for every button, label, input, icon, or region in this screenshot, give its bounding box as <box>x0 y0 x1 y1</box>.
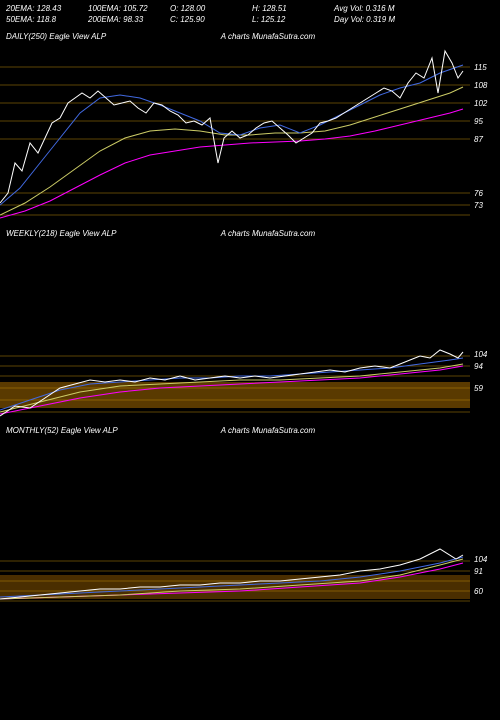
monthly-watermark: A charts MunafaSutra.com <box>221 426 494 435</box>
high: H: 128.51 <box>252 4 330 13</box>
daily-chart: 115 108 102 95 87 76 73 <box>0 43 500 223</box>
svg-text:76: 76 <box>474 189 483 198</box>
monthly-title: MONTHLY(52) Eagle View ALP <box>6 426 221 435</box>
ema100: 100EMA: 105.72 <box>88 4 166 13</box>
svg-text:94: 94 <box>474 362 483 371</box>
monthly-chart: 104 91 60 <box>0 437 500 617</box>
weekly-watermark: A charts MunafaSutra.com <box>221 229 494 238</box>
svg-text:95: 95 <box>474 117 483 126</box>
svg-text:87: 87 <box>474 135 483 144</box>
svg-text:73: 73 <box>474 201 483 210</box>
svg-text:104: 104 <box>474 350 488 359</box>
svg-text:59: 59 <box>474 384 483 393</box>
ema20: 20EMA: 128.43 <box>6 4 84 13</box>
weekly-title: WEEKLY(218) Eagle View ALP <box>6 229 221 238</box>
svg-text:102: 102 <box>474 99 488 108</box>
weekly-chart: 104 94 59 <box>0 240 500 420</box>
daily-title: DAILY(250) Eagle View ALP <box>6 32 221 41</box>
monthly-title-row: MONTHLY(52) Eagle View ALP A charts Muna… <box>0 420 500 437</box>
close: C: 125.90 <box>170 15 248 24</box>
svg-text:60: 60 <box>474 587 483 596</box>
daily-watermark: A charts MunafaSutra.com <box>221 32 494 41</box>
daily-title-row: DAILY(250) Eagle View ALP A charts Munaf… <box>0 26 500 43</box>
avgvol: Avg Vol: 0.316 M <box>334 4 412 13</box>
svg-text:115: 115 <box>474 63 487 72</box>
open: O: 128.00 <box>170 4 248 13</box>
dayvol: Day Vol: 0.319 M <box>334 15 412 24</box>
ema50: 50EMA: 118.8 <box>6 15 84 24</box>
svg-text:104: 104 <box>474 555 488 564</box>
stats-header: 20EMA: 128.43 100EMA: 105.72 O: 128.00 H… <box>0 0 500 26</box>
weekly-title-row: WEEKLY(218) Eagle View ALP A charts Muna… <box>0 223 500 240</box>
low: L: 125.12 <box>252 15 330 24</box>
svg-text:108: 108 <box>474 81 488 90</box>
ema200: 200EMA: 98.33 <box>88 15 166 24</box>
svg-text:91: 91 <box>474 567 483 576</box>
